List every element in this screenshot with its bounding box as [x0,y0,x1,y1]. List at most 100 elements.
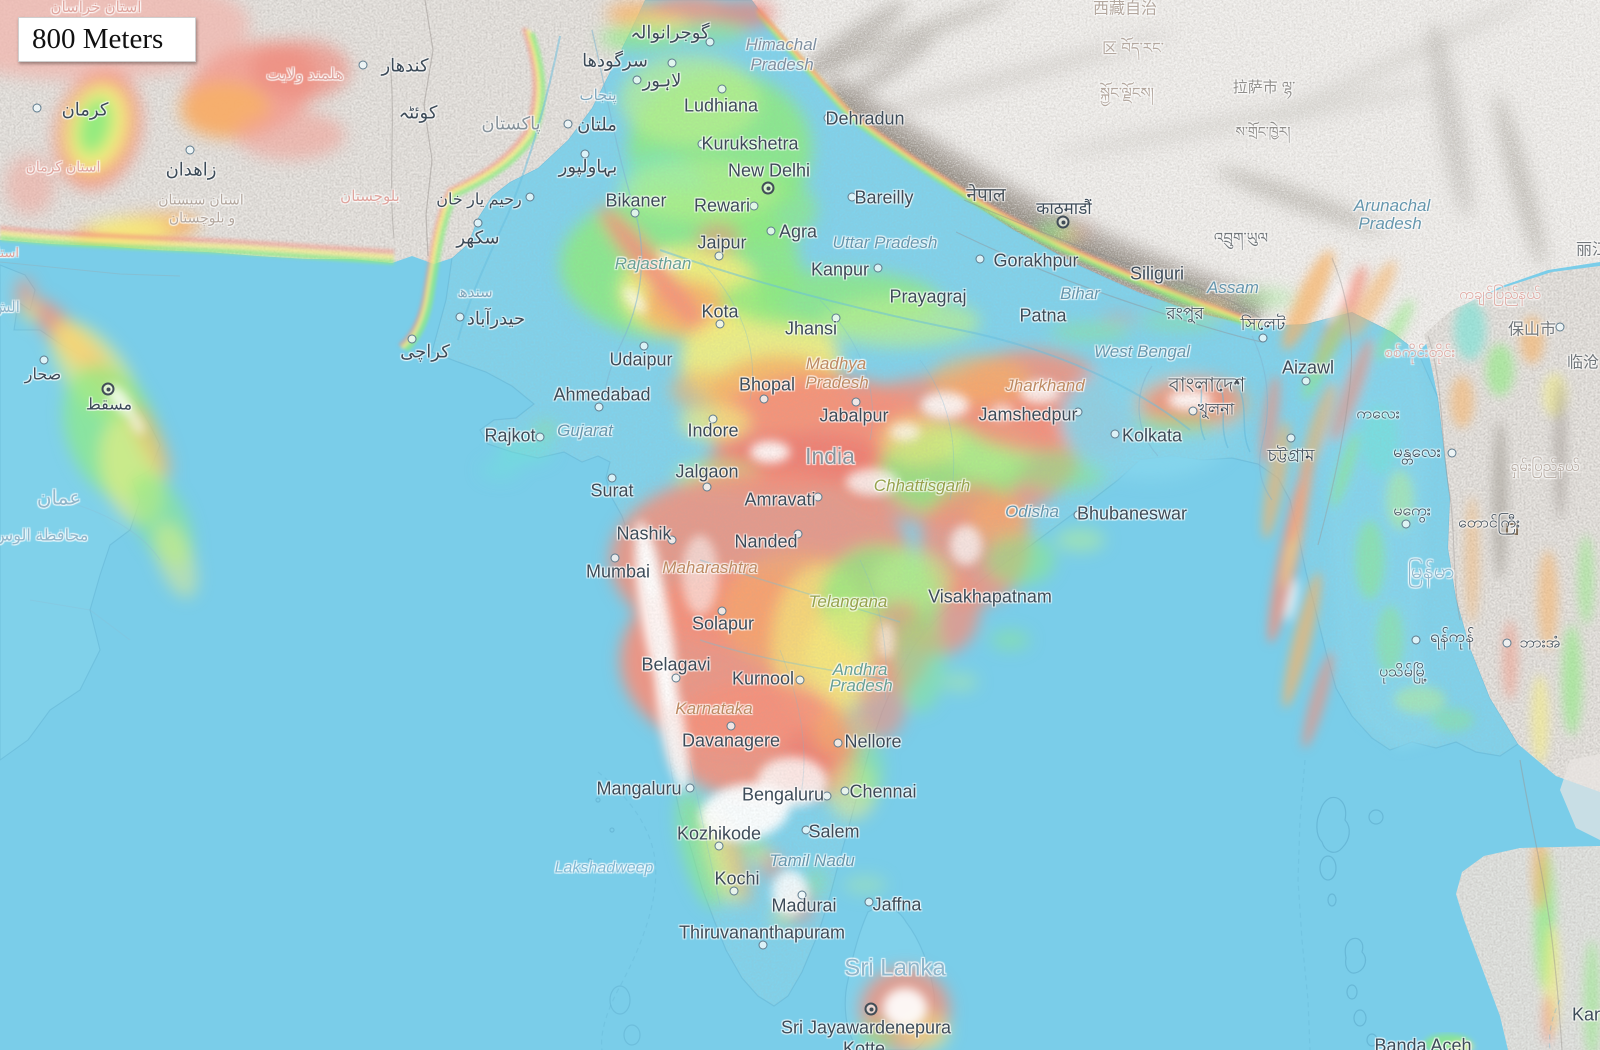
map-label: Siliguri [1129,263,1185,284]
map-label: استان کرمان [25,158,101,175]
map-label: မကွေး [1393,502,1431,520]
map-label: Kurukshetra [701,133,799,154]
map-label: Karnataka [675,699,753,719]
map-label: محافظة الوس [0,527,89,545]
map-label: Kolkata [1121,425,1183,446]
map-label: Kurnool [731,668,795,689]
map-label: Pradesh [750,55,814,75]
map-label: India [805,442,855,469]
map-label: Uttar Pradesh [832,233,938,253]
map-label: Chhattisgarh [873,476,971,496]
map-label: সিলেট [1240,315,1286,335]
map-label: Kanpur [810,259,870,280]
map-label: 西藏自治 [1092,0,1158,18]
map-label: Gujarat [557,421,613,441]
map-label: بلوچستان [340,188,400,206]
elevation-badge: 800 Meters [18,17,196,62]
map-label: မန္တလေး [1393,442,1441,462]
map-label: ملتان [577,114,617,135]
map-label: ရှမ်းပြည်နယ် [1510,458,1580,476]
map-label: Kozhikode [676,823,762,844]
map-label: Nashik [616,523,672,544]
map-label: Maharashtra [662,558,758,578]
map-label: Jharkhand [1005,376,1085,396]
map-label: الش [0,299,20,317]
map-label: Himachal [745,35,817,55]
map-label: Andhra [832,660,888,680]
map-label: Solapur [691,613,755,634]
map-label: Lakshadweep [554,859,654,877]
map-label: Rewari [693,195,751,216]
map-label: 拉萨市 ལྷ་ [1232,79,1296,97]
map-label: زاهدان [165,159,217,180]
map-label: صحار [24,366,62,384]
map-label: नेपाल [966,185,1006,207]
map-label: مسقط [85,396,133,414]
map-label: Odisha [1005,502,1059,522]
map-label: Davanagere [681,730,781,751]
map-label: Bikaner [605,190,667,211]
map-label: Kotte [842,1038,886,1050]
map-label: Ludhiana [683,95,759,116]
map-label: Agra [778,221,818,242]
map-label: Banda Aceh [1374,1035,1472,1050]
map-label: Surat [590,480,634,501]
map-label: ས་གྲོང་ཁྱེར། [1235,123,1291,140]
map-label: Chennai [849,781,917,802]
map-label: سرگودھا [582,50,648,71]
map-label: Kan [1571,1004,1600,1025]
map-label: 丽江 [1575,241,1600,259]
map-label: খুলনা [1197,401,1235,419]
map-label: Thiruvananthapuram [678,922,846,943]
map-label: رحیم یار خان [436,191,522,209]
map-label: Tamil Nadu [769,851,855,871]
map-label: တောင်ကြီး [1457,514,1521,532]
map-label: پاکستان [481,113,541,134]
map-label: Kochi [714,868,760,889]
map-label: Ahmedabad [553,384,651,405]
map-label: لاہور [642,70,682,91]
map-label: စစ်ကိုင်းတိုင်း [1384,344,1456,362]
map-label: گوجرانوالہ [630,22,710,43]
map-label: চট্টগ্রাম [1267,446,1315,466]
map-label: سکھر [456,227,500,248]
map-label: عمان [36,487,82,510]
map-label: ကလေး [1356,405,1400,423]
map-label: Bihar [1060,284,1100,304]
elevation-badge-label: 800 Meters [32,23,164,55]
map-label: Amravati [744,489,816,510]
map-label: New Delhi [727,160,811,181]
map-label: هلمند ولایت [266,66,344,84]
map-label: حیدرآباد [466,308,526,329]
map-label: 区 བོད་རང་ [1102,40,1164,58]
map-label: استان [0,245,19,261]
map-label: کرمان [61,99,109,120]
map-label: Rajasthan [614,254,692,274]
map-label: Salem [808,821,860,842]
map-label: ရန်ကုန် [1430,627,1474,647]
map-label: Aizawl [1281,357,1335,378]
map-label: West Bengal [1093,342,1191,362]
map-label: Jabalpur [819,405,889,426]
map-label: استان سیستان [158,191,244,208]
map-label: འབྲུག་ཡུལ [1213,230,1269,248]
map-label: Visakhapatnam [928,586,1052,607]
map-label: Mumbai [585,561,651,582]
map-label: Assam [1207,278,1259,298]
map-label: রংপুর [1166,304,1204,324]
map-label: ကချင်ပြည်နယ် [1459,286,1541,304]
map-label: Madurai [771,895,837,916]
map-label: Belagavi [641,654,711,675]
map-label: Rajkot [484,425,536,446]
map-label: Jaffna [872,894,922,915]
map-label: སྐྱོང་ལྗོངས། [1100,85,1154,103]
map-label: بہاولپور [558,156,618,177]
map-label: Madhya [805,354,867,374]
map-label: Bengaluru [741,784,825,805]
map-label: Bhopal [738,374,796,395]
map-label: বাংলাদেশ [1168,374,1246,397]
map-label: Dehradun [825,108,905,129]
map-label: Nellore [844,731,902,752]
